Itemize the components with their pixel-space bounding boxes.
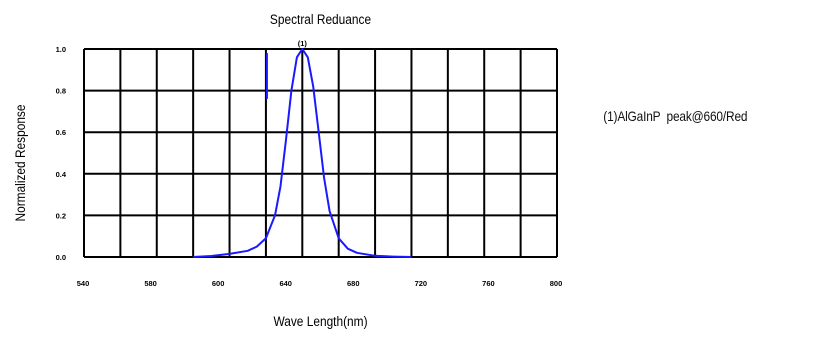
- y-tick-label: 1.0: [56, 45, 66, 54]
- x-tick-label: 800: [550, 279, 563, 288]
- series-line: [193, 48, 412, 258]
- peak-label: (1): [298, 39, 308, 48]
- x-tick-label: 540: [77, 279, 90, 288]
- x-tick-label: 600: [212, 279, 225, 288]
- x-tick-label: 640: [279, 279, 292, 288]
- y-tick-label: 0.6: [56, 128, 66, 137]
- legend-entry: (1)AlGaInP peak@660/Red: [603, 108, 748, 124]
- x-axis-label: Wave Length(nm): [273, 313, 367, 329]
- x-tick-label: 580: [144, 279, 157, 288]
- x-tick-label: 720: [415, 279, 428, 288]
- chart-legend: (1)AlGaInP peak@660/Red: [597, 92, 747, 124]
- y-tick-label: 0.0: [56, 253, 66, 262]
- x-tick-labels: 540 580 600 640 680 720 760 800: [77, 279, 563, 288]
- y-tick-label: 0.8: [56, 87, 66, 96]
- chart-series: (1): [193, 39, 412, 258]
- y-tick-labels: 0.0 0.2 0.4 0.6 0.8 1.0: [56, 45, 67, 262]
- y-axis-label: Normalized Response: [12, 104, 28, 221]
- y-tick-label: 0.4: [56, 170, 67, 179]
- x-tick-label: 680: [347, 279, 360, 288]
- y-tick-label: 0.2: [56, 211, 66, 220]
- x-tick-label: 760: [482, 279, 495, 288]
- chart-title: Spectral Reduance: [270, 11, 371, 27]
